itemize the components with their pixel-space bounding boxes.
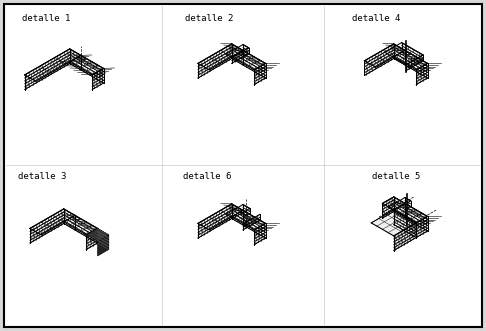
Polygon shape — [394, 203, 428, 223]
Polygon shape — [86, 228, 109, 241]
Polygon shape — [405, 50, 428, 78]
Text: detalle 5: detalle 5 — [372, 172, 420, 181]
Polygon shape — [70, 55, 104, 75]
Polygon shape — [243, 45, 249, 54]
Polygon shape — [198, 44, 243, 70]
Polygon shape — [394, 44, 405, 65]
Polygon shape — [86, 228, 98, 250]
Polygon shape — [226, 205, 250, 218]
Text: detalle 1: detalle 1 — [22, 14, 70, 23]
Polygon shape — [25, 49, 81, 81]
Polygon shape — [364, 44, 394, 75]
Polygon shape — [401, 43, 423, 61]
Polygon shape — [25, 49, 70, 89]
Polygon shape — [70, 49, 81, 70]
Polygon shape — [406, 55, 423, 71]
Polygon shape — [75, 215, 98, 243]
Polygon shape — [198, 44, 232, 78]
Polygon shape — [416, 63, 428, 84]
Polygon shape — [64, 215, 98, 235]
Polygon shape — [232, 48, 249, 63]
Polygon shape — [81, 55, 104, 83]
Polygon shape — [254, 63, 265, 84]
Polygon shape — [64, 209, 75, 230]
Polygon shape — [405, 198, 411, 207]
Polygon shape — [371, 210, 416, 236]
Polygon shape — [232, 204, 243, 225]
Polygon shape — [92, 69, 104, 89]
Polygon shape — [98, 228, 109, 250]
Polygon shape — [394, 210, 416, 238]
Polygon shape — [198, 204, 232, 238]
Polygon shape — [243, 205, 250, 214]
Polygon shape — [254, 223, 265, 245]
Polygon shape — [405, 203, 428, 231]
Polygon shape — [416, 216, 428, 238]
Text: detalle 6: detalle 6 — [183, 172, 231, 181]
Polygon shape — [394, 223, 416, 251]
Polygon shape — [98, 235, 109, 256]
Text: detalle 4: detalle 4 — [352, 14, 400, 23]
Polygon shape — [382, 197, 405, 210]
Text: detalle 2: detalle 2 — [185, 14, 233, 23]
Polygon shape — [243, 50, 265, 78]
Polygon shape — [30, 209, 64, 243]
Polygon shape — [243, 211, 265, 238]
Polygon shape — [394, 197, 405, 218]
Polygon shape — [394, 50, 428, 70]
Polygon shape — [226, 45, 249, 58]
Polygon shape — [30, 209, 75, 235]
Polygon shape — [388, 198, 411, 211]
Polygon shape — [243, 214, 260, 230]
Polygon shape — [232, 211, 265, 230]
Polygon shape — [364, 44, 405, 67]
Text: detalle 3: detalle 3 — [18, 172, 67, 181]
Polygon shape — [232, 50, 265, 70]
Polygon shape — [385, 43, 423, 65]
Polygon shape — [232, 44, 243, 65]
Polygon shape — [382, 197, 394, 218]
Polygon shape — [198, 204, 243, 230]
